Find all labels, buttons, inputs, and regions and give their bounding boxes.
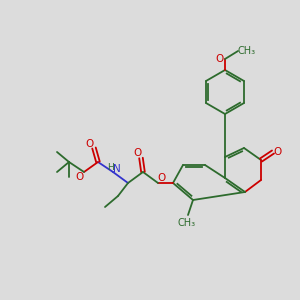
Text: O: O xyxy=(216,54,224,64)
Text: H: H xyxy=(106,163,113,172)
Text: O: O xyxy=(274,147,282,157)
Text: O: O xyxy=(134,148,142,158)
Text: CH₃: CH₃ xyxy=(178,218,196,228)
Text: O: O xyxy=(85,139,93,149)
Text: O: O xyxy=(158,173,166,183)
Text: CH₃: CH₃ xyxy=(238,46,256,56)
Text: N: N xyxy=(113,164,121,174)
Text: O: O xyxy=(75,172,83,182)
